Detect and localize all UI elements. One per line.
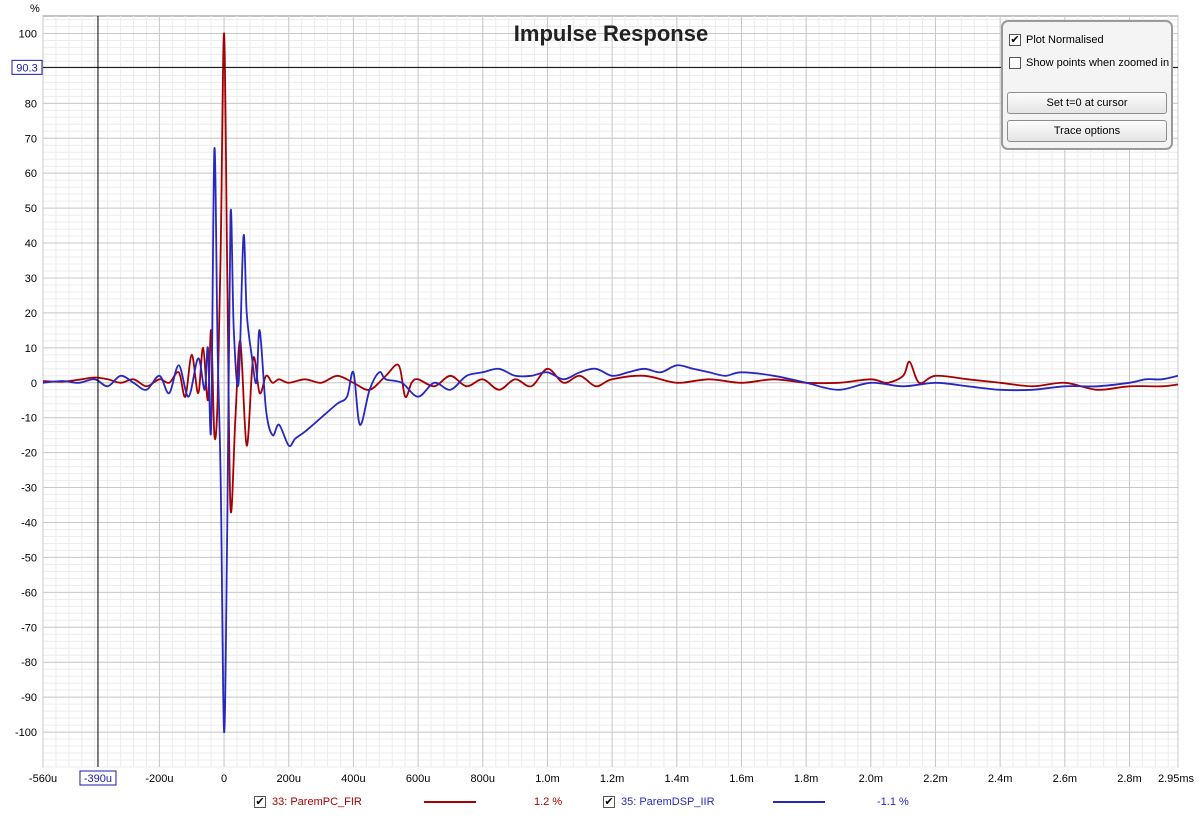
x-axis-ticks: -560u -200u 0 200u 400u 600u 800u 1.0m 1.2m 1.4m 1… [29, 773, 1195, 785]
legend-fir-value: 1.2 % [534, 796, 563, 808]
chart-title: Impulse Response [514, 21, 708, 46]
x-tick-label: 600u [406, 773, 430, 785]
x-tick-label: 0 [221, 773, 227, 785]
x-tick-label: 1.0m [535, 773, 559, 785]
y-tick-label: -20 [21, 448, 37, 460]
x-tick-label: 200u [277, 773, 301, 785]
x-tick-label: 2.2m [923, 773, 947, 785]
cursor: 90.3 -390u [11, 16, 1178, 786]
cursor-y-readout-box [11, 59, 43, 75]
x-tick-label: 2.0m [859, 773, 883, 785]
impulse-response-chart[interactable]: -560u -200u 0 200u 400u 600u 800u 1.0m 1.2m 1.4m 1… [0, 0, 1200, 790]
plot-normalised-option[interactable]: ✔ Plot Normalised [1009, 34, 1104, 46]
plot-area[interactable] [42, 15, 1179, 768]
x-tick-label: 2.6m [1053, 773, 1077, 785]
y-tick-label: -40 [21, 517, 37, 529]
legend-iir-checkbox[interactable]: ✔ [603, 795, 615, 808]
legend-iir-line [773, 801, 825, 803]
legend-fir-line [424, 801, 476, 803]
x-tick-label: -200u [145, 773, 173, 785]
legend-fir-name: 33: ParemPC_FIR [272, 796, 362, 808]
series-line-fir [42, 32, 1179, 514]
series-layer [42, 32, 1179, 734]
x-tick-label: 2.4m [988, 773, 1012, 785]
y-tick-label: -60 [21, 587, 37, 599]
legend-fir-checkbox[interactable]: ✔ [254, 795, 266, 808]
y-tick-label: -90 [21, 692, 37, 704]
y-tick-label: 60 [25, 168, 37, 180]
show-points-label: Show points when zoomed in [1026, 57, 1170, 69]
y-tick-label: -70 [21, 622, 37, 634]
x-tick-label: 2.8m [1117, 773, 1141, 785]
y-tick-label: 20 [25, 308, 37, 320]
y-tick-label: -30 [21, 483, 37, 495]
show-points-checkbox[interactable] [1009, 57, 1021, 69]
trace-options-button[interactable]: Trace options [1007, 120, 1167, 142]
plot-normalised-checkbox[interactable]: ✔ [1009, 33, 1021, 46]
cursor-x-readout-box [79, 770, 117, 786]
x-tick-label: 1.2m [600, 773, 624, 785]
cursor-y-readout: 90.3 [16, 62, 37, 74]
x-tick-label: 1.6m [729, 773, 753, 785]
x-tick-label: 1.4m [665, 773, 689, 785]
y-tick-label: -10 [21, 413, 37, 425]
x-tick-label: 1.8m [794, 773, 818, 785]
y-tick-label: 100 [19, 28, 37, 40]
y-tick-label: -50 [21, 552, 37, 564]
y-tick-label: 50 [25, 203, 37, 215]
x-tick-label: 800u [471, 773, 495, 785]
x-tick-label: 400u [341, 773, 365, 785]
series-line-iir [42, 147, 1179, 734]
y-tick-label: -100 [15, 727, 37, 739]
legend-iir-value: -1.1 % [877, 796, 909, 808]
y-tick-label: -80 [21, 657, 37, 669]
cursor-x-readout: -390u [84, 773, 112, 785]
y-tick-label: 10 [25, 343, 37, 355]
x-tick-label: -560u [29, 773, 57, 785]
legend-item-fir: ✔ 33: ParemPC_FIR 1.2 % [254, 796, 562, 808]
y-tick-label: 30 [25, 273, 37, 285]
options-panel: ✔ Plot Normalised Show points when zoome… [1001, 20, 1173, 150]
legend-item-iir: ✔ 35: ParemDSP_IIR -1.1 % [603, 796, 909, 808]
legend-iir-name: 35: ParemDSP_IIR [621, 796, 715, 808]
y-axis-ticks: 10080706050403020100-10-20-30-40-50-60-7… [15, 28, 37, 739]
x-tick-label: 2.95ms [1158, 773, 1195, 785]
y-tick-label: 80 [25, 98, 37, 110]
plot-normalised-label: Plot Normalised [1026, 34, 1104, 46]
grid [42, 16, 1179, 768]
y-tick-label: 70 [25, 133, 37, 145]
y-tick-label: 40 [25, 238, 37, 250]
y-unit-label: % [30, 3, 40, 15]
y-tick-label: 0 [31, 378, 37, 390]
set-t0-button[interactable]: Set t=0 at cursor [1007, 92, 1167, 114]
show-points-option[interactable]: Show points when zoomed in [1009, 57, 1169, 69]
